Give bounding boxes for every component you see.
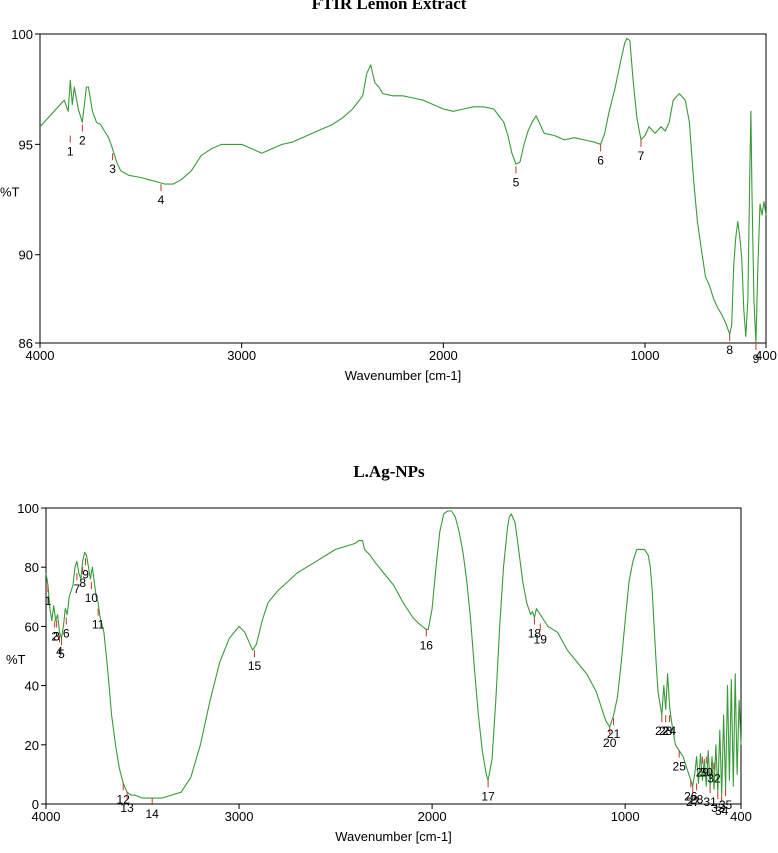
- peak-label: 11: [92, 618, 105, 632]
- peak-label: 30: [700, 766, 714, 780]
- peak-label: 21: [607, 727, 621, 741]
- peak-label: 29: [696, 766, 710, 780]
- peak-label: 2: [51, 629, 58, 643]
- peak-label: 18: [528, 627, 542, 641]
- peak-label: 3: [109, 162, 116, 176]
- peak-label: 3: [53, 629, 60, 643]
- peak-label: 9: [82, 567, 89, 581]
- peak-label: 6: [597, 153, 604, 167]
- y-tick-label: 20: [25, 738, 39, 753]
- y-tick-label: 100: [17, 501, 39, 516]
- x-tick-label: 3000: [225, 809, 254, 824]
- x-tick-label: 4000: [26, 348, 55, 363]
- peak-label: 26: [684, 789, 698, 803]
- peak-label: 2: [79, 133, 86, 147]
- y-axis-label: %T: [0, 185, 20, 200]
- peak-label: 9: [753, 352, 760, 366]
- y-tick-label: 80: [25, 560, 39, 575]
- peak-label: 35: [719, 798, 733, 812]
- peak-label: 16: [420, 638, 434, 652]
- x-tick-label: 2000: [429, 348, 458, 363]
- y-tick-label: 90: [19, 248, 33, 263]
- y-axis-label: %T: [6, 652, 26, 667]
- peak-label: 14: [146, 807, 160, 821]
- peak-label: 22: [655, 724, 669, 738]
- peak-label: 13: [120, 801, 134, 815]
- peak-label: 31: [703, 795, 717, 809]
- spectrum-line-l-ag-nps: [45, 510, 742, 799]
- peak-label: 4: [158, 193, 165, 207]
- spectrum-line-ftir-lemon-extract: [39, 37, 767, 344]
- peak-label: 32: [707, 772, 721, 786]
- peak-label: 7: [74, 582, 81, 596]
- chart-title-ftir-lemon-extract: FTIR Lemon Extract: [311, 0, 467, 13]
- peak-label: 25: [673, 760, 687, 774]
- x-tick-label: 400: [755, 348, 777, 363]
- x-tick-label: 4000: [32, 809, 61, 824]
- peak-label: 27: [686, 795, 700, 809]
- y-tick-label: 60: [25, 619, 39, 634]
- y-tick-label: 86: [19, 336, 33, 351]
- peak-label: 33: [711, 801, 725, 815]
- peak-label: 23: [659, 724, 673, 738]
- y-tick-label: 95: [19, 137, 33, 152]
- peak-label: 8: [79, 576, 86, 590]
- x-tick-label: 2000: [418, 809, 447, 824]
- x-axis-label: Wavenumber [cm-1]: [335, 829, 452, 844]
- peak-label: 28: [690, 792, 704, 806]
- peak-label: 1: [45, 594, 52, 608]
- peak-label: 8: [726, 343, 733, 357]
- peak-label: 6: [63, 627, 70, 641]
- peak-label: 34: [715, 804, 729, 818]
- x-tick-label: 1000: [611, 809, 640, 824]
- peak-label: 15: [248, 659, 262, 673]
- x-tick-label: 1000: [631, 348, 660, 363]
- y-tick-label: 100: [11, 27, 33, 42]
- peak-label: 20: [603, 736, 617, 750]
- peak-label: 17: [481, 789, 495, 803]
- plot-frame-l-ag-nps: [45, 507, 742, 805]
- peak-label: 1: [67, 145, 74, 159]
- x-tick-label: 400: [730, 809, 752, 824]
- plot-frame-ftir-lemon-extract: [39, 33, 767, 344]
- y-tick-label: 0: [32, 797, 39, 812]
- peak-label: 5: [58, 647, 65, 661]
- chart-title-l-ag-nps: L.Ag-NPs: [353, 462, 425, 481]
- peak-label: 4: [56, 644, 63, 658]
- x-axis-label: Wavenumber [cm-1]: [345, 368, 462, 383]
- peak-label: 7: [638, 149, 645, 163]
- peak-label: 19: [534, 632, 548, 646]
- peak-label: 24: [663, 724, 677, 738]
- peak-label: 10: [85, 591, 99, 605]
- x-tick-label: 3000: [227, 348, 256, 363]
- y-tick-label: 40: [25, 679, 39, 694]
- peak-label: 5: [513, 175, 520, 189]
